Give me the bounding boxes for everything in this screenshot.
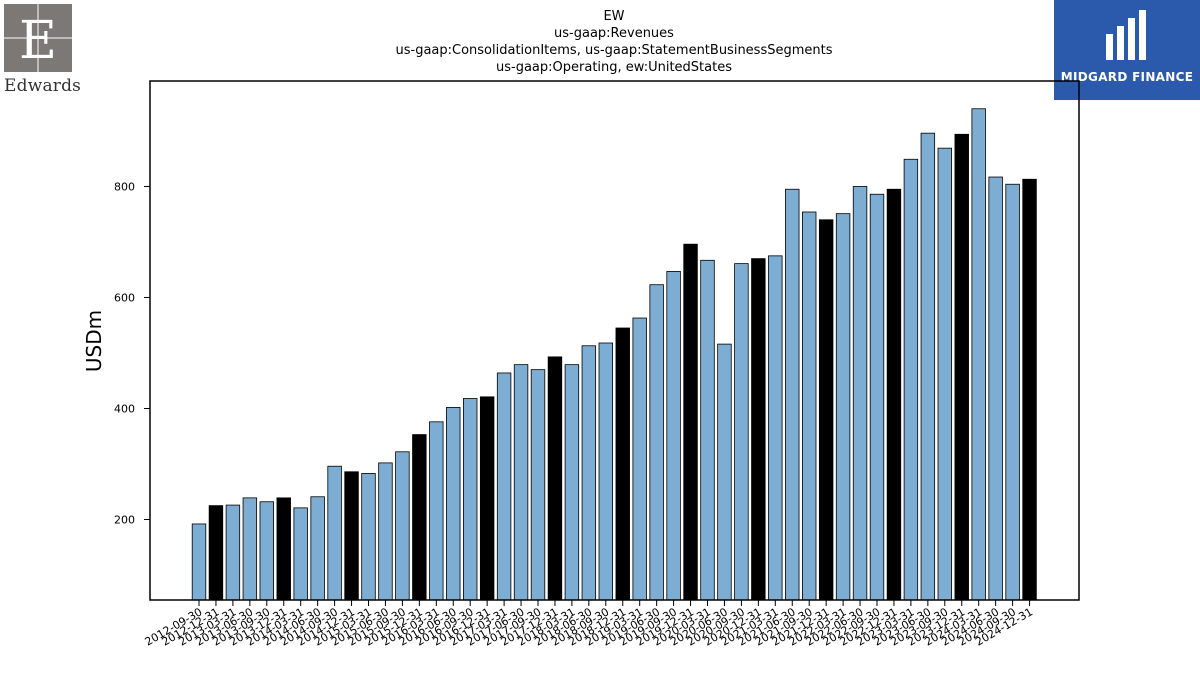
bar-2016-03-31: [429, 421, 444, 601]
bar-2022-12-31: [886, 188, 902, 601]
bars: [191, 108, 1037, 601]
x-axis: 2012-09-302012-12-312013-03-312013-06-30…: [143, 600, 1035, 649]
title-line-0: EW: [603, 9, 624, 24]
bar-2024-12-31: [1022, 178, 1037, 601]
bar-2016-06-30: [446, 406, 461, 601]
bar-2013-12-31: [276, 497, 291, 601]
title-line-1: us-gaap:Revenues: [554, 26, 674, 41]
bar-2014-09-30: [327, 465, 342, 601]
bar-2020-03-31: [700, 259, 715, 601]
svg-text:E: E: [19, 11, 57, 71]
bar-2013-06-30: [242, 497, 258, 601]
title-line-3: us-gaap:Operating, ew:UnitedStates: [496, 60, 732, 75]
midgard-emblem-icon: [1106, 10, 1146, 60]
bar-2013-09-30: [259, 501, 275, 601]
bar-2018-09-30: [598, 342, 614, 601]
bar-2021-06-30: [785, 188, 800, 601]
bar-2024-09-30: [1005, 183, 1020, 601]
bar-2023-09-30: [937, 147, 953, 601]
bar-2018-06-30: [581, 345, 597, 601]
bar-2023-03-31: [903, 158, 919, 601]
bar-2019-06-30: [649, 284, 664, 601]
bar-2022-09-30: [869, 193, 885, 601]
bar-2020-06-30: [717, 343, 732, 601]
bar-2022-06-30: [852, 186, 868, 601]
bar-2012-12-31: [208, 505, 224, 601]
bar-2022-03-31: [835, 213, 851, 601]
y-tick-label: 800: [114, 180, 135, 193]
bar-2021-09-30: [802, 211, 817, 601]
bar-2019-09-30: [666, 270, 681, 601]
y-tick-label: 200: [114, 514, 135, 527]
bar-2015-03-31: [361, 473, 376, 601]
edwards-wordmark: Edwards: [4, 76, 82, 96]
bar-2013-03-31: [225, 504, 241, 601]
bar-2020-09-30: [734, 263, 749, 601]
plot-frame: [149, 80, 1080, 601]
bar-2020-12-31: [751, 258, 766, 601]
bar-2017-09-30: [530, 369, 546, 601]
bar-2021-03-31: [768, 255, 783, 601]
y-tick-label: 400: [114, 402, 135, 415]
edwards-logo: E Edwards: [4, 4, 82, 100]
bar-2017-06-30: [513, 364, 529, 601]
bar-2014-03-31: [293, 507, 308, 601]
bar-2019-12-31: [683, 243, 698, 601]
bar-2024-06-30: [988, 176, 1003, 601]
bar-2023-12-31: [954, 133, 969, 601]
bar-2018-12-31: [615, 327, 630, 601]
bar-2014-06-30: [310, 496, 325, 601]
bar-2016-12-31: [479, 396, 495, 601]
bar-2015-09-30: [395, 451, 410, 601]
bar-2015-12-31: [412, 434, 427, 601]
title-line-2: us-gaap:ConsolidationItems, us-gaap:Stat…: [395, 43, 832, 58]
bar-2023-06-30: [920, 132, 936, 601]
bar-2014-12-31: [344, 471, 359, 601]
bar-2015-06-30: [378, 462, 393, 601]
bar-2017-12-31: [547, 356, 563, 601]
edwards-emblem-icon: E: [4, 4, 72, 72]
y-tick-label: 600: [114, 291, 135, 304]
y-axis: 200 400 600 800: [114, 180, 150, 527]
bar-2021-12-31: [818, 219, 834, 601]
midgard-wordmark: MIDGARD FINANCE: [1060, 70, 1194, 84]
bar-2024-03-31: [971, 108, 986, 601]
bar-2017-03-31: [496, 372, 512, 601]
y-axis-label: USDm: [82, 310, 106, 372]
midgard-finance-logo: MIDGARD FINANCE: [1054, 0, 1200, 100]
bar-2016-09-30: [462, 398, 478, 601]
bar-2012-09-30: [191, 523, 207, 601]
bar-2019-03-31: [632, 317, 647, 601]
chart-title: EW us-gaap:Revenues us-gaap:ConsolidationI…: [395, 9, 832, 75]
bar-2018-03-31: [564, 364, 580, 601]
